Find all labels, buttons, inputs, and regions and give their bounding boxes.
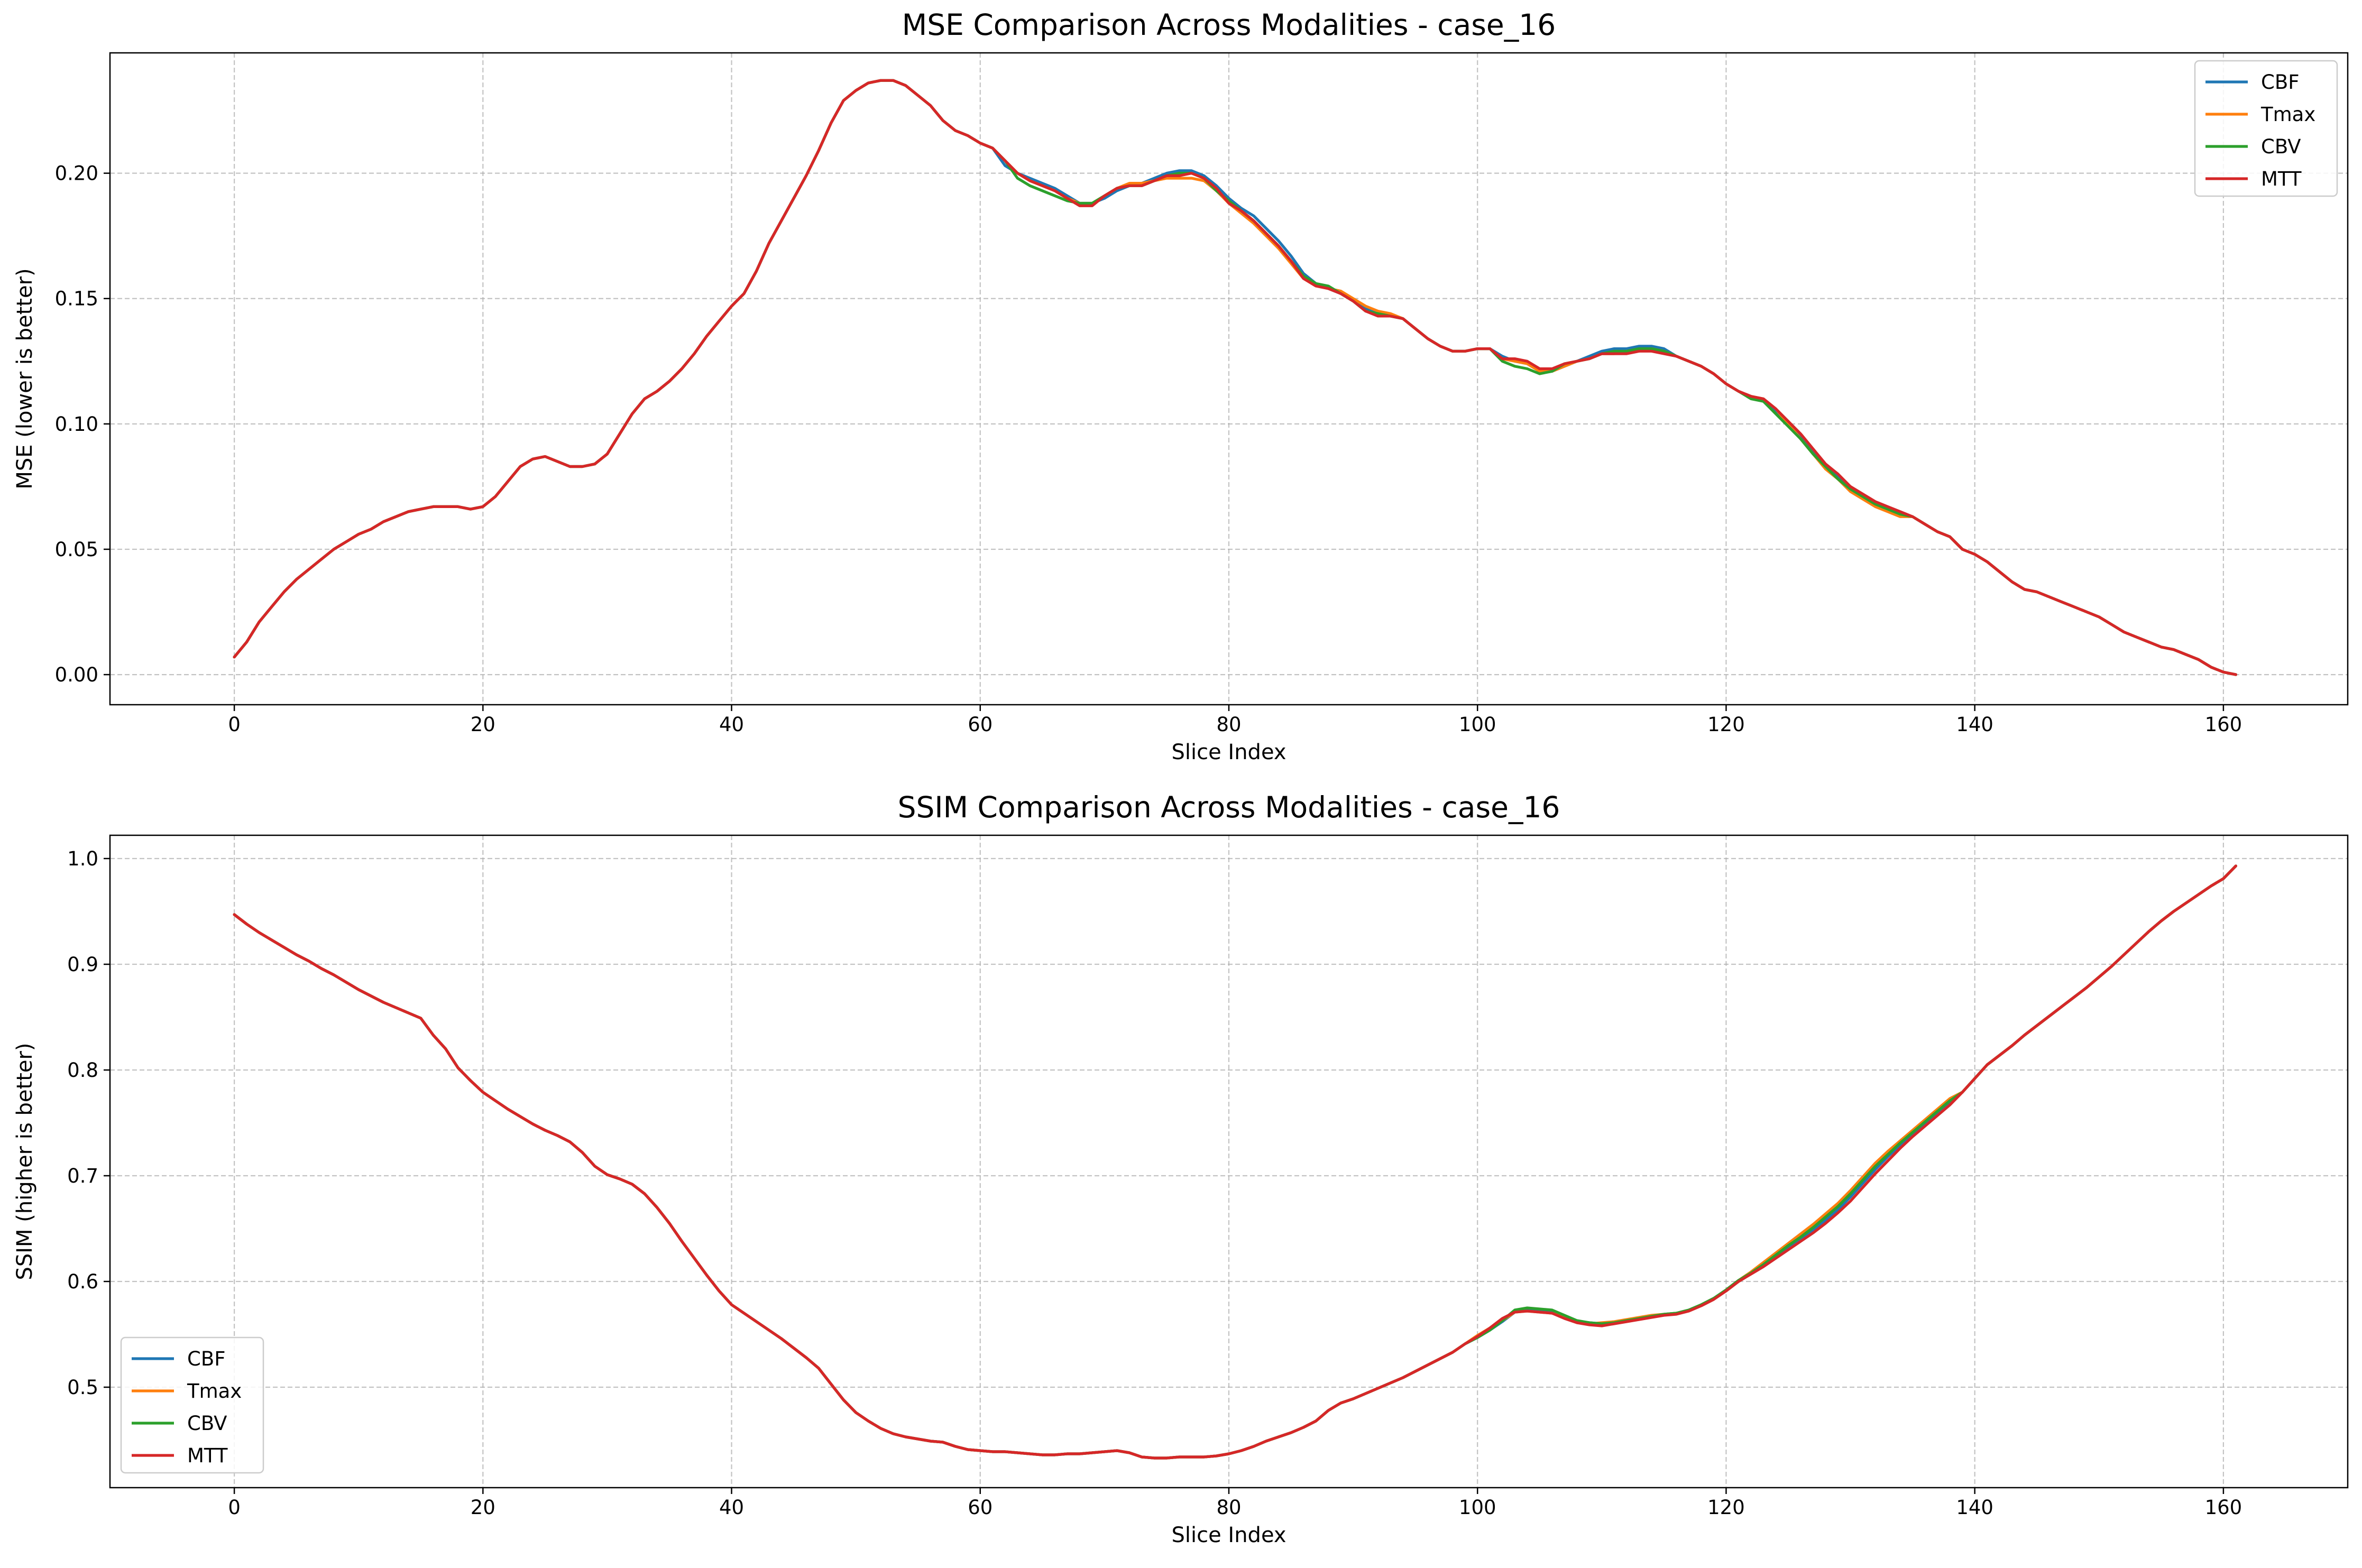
x-tick-label: 100 <box>1459 713 1496 736</box>
x-tick-label: 0 <box>228 713 241 736</box>
x-tick-label: 120 <box>1707 713 1745 736</box>
x-axis-label: Slice Index <box>1171 1523 1286 1547</box>
legend-label-mtt: MTT <box>2261 168 2302 190</box>
y-tick-label: 0.10 <box>55 413 98 436</box>
x-tick-label: 20 <box>471 1496 495 1519</box>
legend: CBF Tmax CBV MTT <box>2194 60 2338 197</box>
x-tick-label: 60 <box>968 713 992 736</box>
legend-label-cbv: CBV <box>2261 135 2301 158</box>
x-tick-label: 40 <box>719 713 744 736</box>
y-tick-label: 0.5 <box>67 1376 98 1399</box>
x-tick-label: 20 <box>471 713 495 736</box>
x-tick-label: 100 <box>1459 1496 1496 1519</box>
y-tick-label: 0.9 <box>67 953 98 976</box>
x-tick-label: 160 <box>2205 1496 2242 1519</box>
series-line-mtt <box>233 864 2237 1460</box>
x-tick-label: 80 <box>1216 713 1241 736</box>
legend-label-mtt: MTT <box>187 1444 228 1467</box>
x-tick-label: 140 <box>1956 1496 1993 1519</box>
y-tick-label: 0.20 <box>55 162 98 185</box>
legend-box <box>120 1336 264 1474</box>
x-tick-label: 80 <box>1216 1496 1241 1519</box>
y-axis-label: MSE (lower is better) <box>13 268 37 489</box>
legend-label-tmax: Tmax <box>187 1380 242 1403</box>
x-tick-label: 0 <box>228 1496 241 1519</box>
series-line-mtt <box>233 79 2237 676</box>
x-tick-label: 160 <box>2205 713 2242 736</box>
y-tick-label: 0.7 <box>67 1165 98 1187</box>
legend-label-cbv: CBV <box>187 1412 227 1435</box>
y-tick-label: 0.6 <box>67 1270 98 1293</box>
legend-box <box>2194 60 2338 197</box>
x-tick-label: 140 <box>1956 713 1993 736</box>
legend: CBF Tmax CBV MTT <box>120 1336 264 1474</box>
legend-label-cbf: CBF <box>187 1348 226 1370</box>
x-tick-label: 120 <box>1707 1496 1745 1519</box>
mse-chart: 0 20 40 60 80 100 120 140 160 0.00 0.05 0.10 0.15 0.2… <box>13 8 2349 764</box>
y-tick-label: 0.05 <box>55 538 98 561</box>
x-axis-label: Slice Index <box>1171 740 1286 764</box>
chart-title: SSIM Comparison Across Modalities - case… <box>898 790 1560 824</box>
ssim-chart: 0 20 40 60 80 100 120 140 160 0.5 0.6 0.7 0.8 0.9 1.0 S… <box>13 790 2349 1547</box>
y-tick-label: 1.0 <box>67 847 98 870</box>
y-tick-label: 0.00 <box>55 663 98 686</box>
chart-title: MSE Comparison Across Modalities - case_… <box>902 8 1556 42</box>
legend-label-cbf: CBF <box>2261 71 2300 94</box>
y-tick-label: 0.8 <box>67 1059 98 1082</box>
legend-label-tmax: Tmax <box>2260 103 2315 126</box>
x-tick-label: 40 <box>719 1496 744 1519</box>
y-axis-label: SSIM (higher is better) <box>13 1043 37 1280</box>
y-tick-label: 0.15 <box>55 288 98 310</box>
x-tick-label: 60 <box>968 1496 992 1519</box>
